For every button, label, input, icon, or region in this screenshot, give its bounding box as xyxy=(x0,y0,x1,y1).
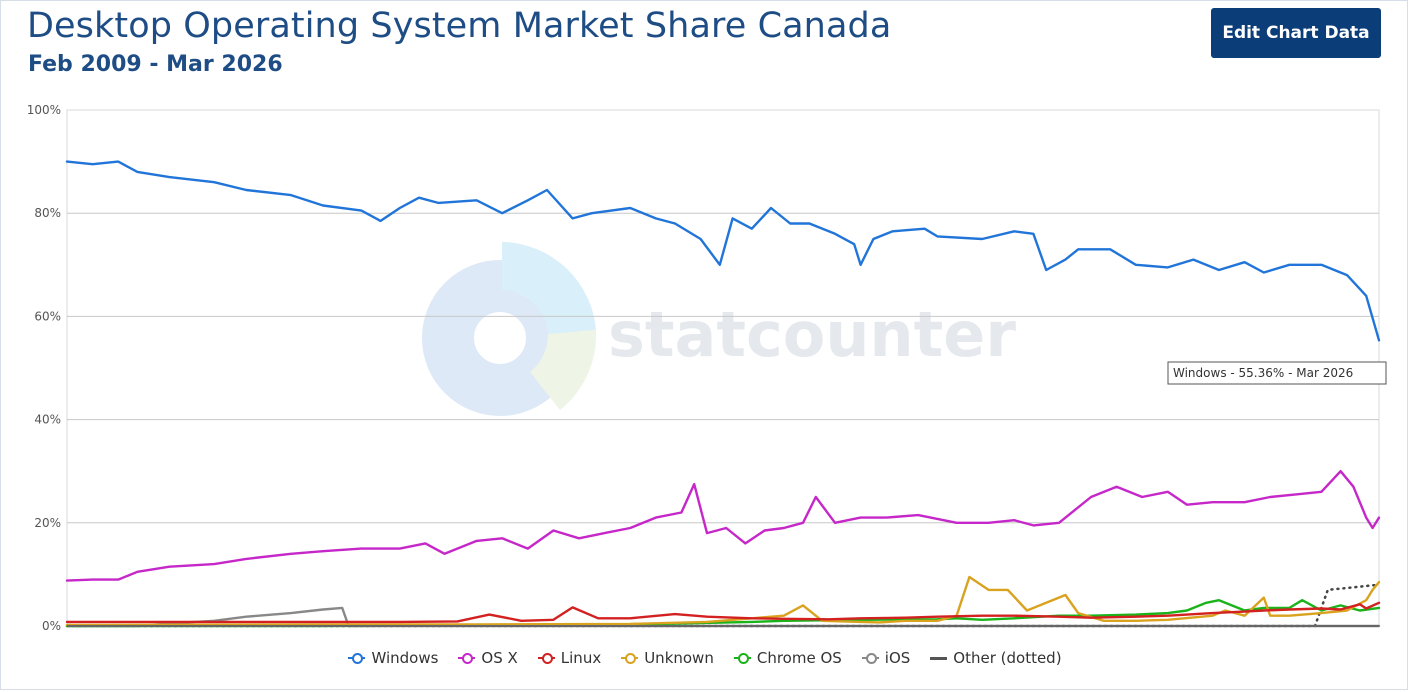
legend-marker-icon xyxy=(537,651,555,665)
y-tick-label: 20% xyxy=(34,516,61,530)
legend-label: OS X xyxy=(481,649,518,667)
legend-item[interactable]: Unknown xyxy=(621,649,714,667)
tooltip-box xyxy=(1167,361,1387,385)
legend-marker-icon xyxy=(621,651,639,665)
y-tick-label: 40% xyxy=(34,413,61,427)
date-range-subtitle: Feb 2009 - Mar 2026 xyxy=(28,52,283,77)
legend-label: iOS xyxy=(884,649,911,667)
y-tick-label: 80% xyxy=(34,206,61,220)
y-tick-label: 0% xyxy=(42,619,61,633)
series-line-unknown xyxy=(65,575,1381,627)
watermark-logo-segment xyxy=(502,242,596,334)
legend-marker-icon xyxy=(861,651,879,665)
y-tick-label: 60% xyxy=(34,309,61,323)
y-tick-label: 100% xyxy=(27,103,61,117)
watermark-logo-segment xyxy=(530,330,597,410)
tooltip-text: Windows - 55.36% - Mar 2026 xyxy=(1173,366,1353,380)
page-title: Desktop Operating System Market Share Ca… xyxy=(27,6,892,46)
chart-legend: Windows OS X Linux Unknown Chrome OS iOS Other… xyxy=(0,645,1410,671)
series-line-windows xyxy=(65,160,1381,342)
series-line-os-x xyxy=(65,470,1381,582)
watermark-text: statcounter xyxy=(608,298,1016,371)
legend-label: Unknown xyxy=(644,649,714,667)
legend-item[interactable]: OS X xyxy=(458,649,518,667)
legend-item[interactable]: Other (dotted) xyxy=(930,649,1062,667)
edit-chart-data-button[interactable]: Edit Chart Data xyxy=(1211,8,1381,58)
legend-item[interactable]: Chrome OS xyxy=(733,649,842,667)
series-line-linux xyxy=(65,601,1381,624)
legend-item[interactable]: Linux xyxy=(537,649,602,667)
legend-marker-icon xyxy=(733,651,751,665)
legend-label: Linux xyxy=(560,649,602,667)
legend-label: Other (dotted) xyxy=(953,649,1062,667)
legend-label: Chrome OS xyxy=(756,649,842,667)
legend-item[interactable]: iOS xyxy=(861,649,911,667)
legend-marker-icon xyxy=(348,651,366,665)
legend-marker-icon xyxy=(930,651,948,665)
legend-label: Windows xyxy=(371,649,439,667)
legend-item[interactable]: Windows xyxy=(348,649,438,667)
legend-marker-icon xyxy=(458,651,476,665)
series-line-chrome-os xyxy=(65,599,1381,628)
